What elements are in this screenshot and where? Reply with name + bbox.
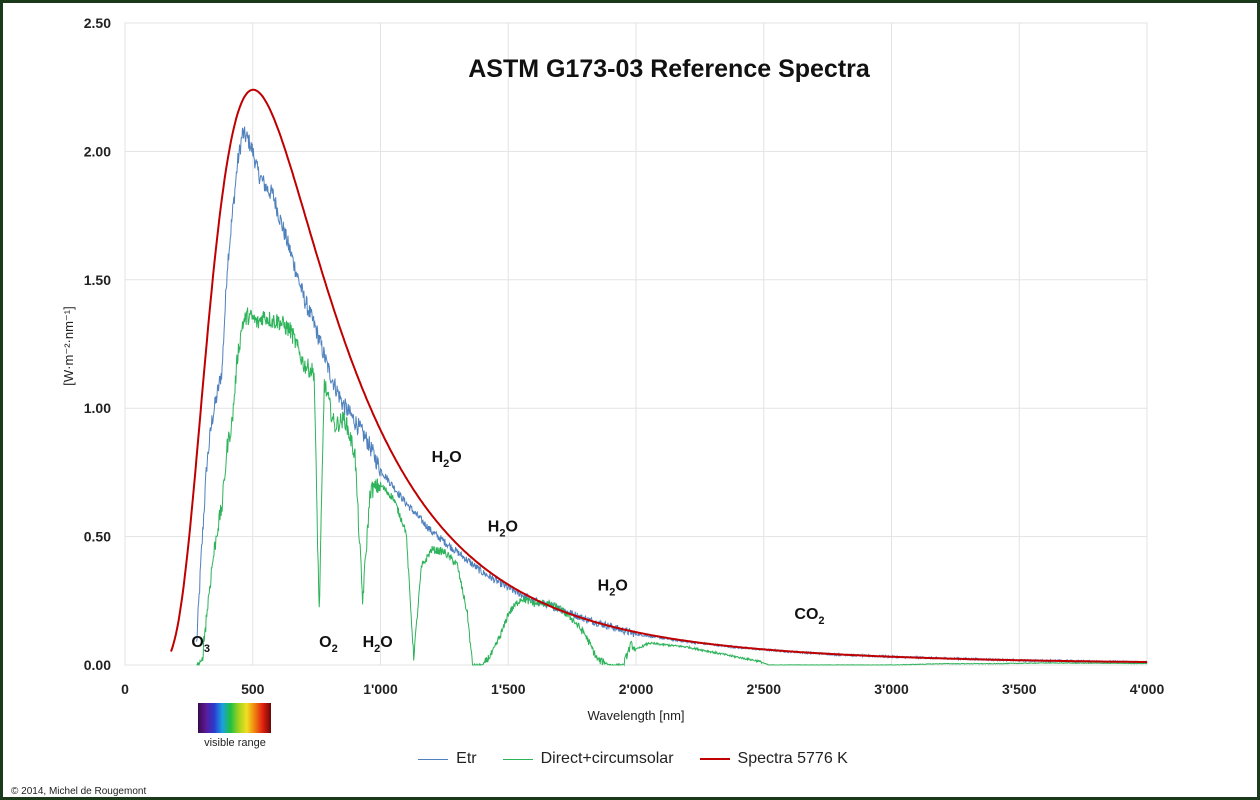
legend-label: Spectra 5776 K bbox=[737, 750, 848, 767]
y-tick-label: 2.50 bbox=[84, 15, 111, 31]
absorption-label: CO2 bbox=[794, 606, 824, 627]
y-tick-label: 0.50 bbox=[84, 529, 111, 545]
legend-label: Direct+circumsolar bbox=[540, 750, 674, 767]
legend-item: Direct+circumsolar bbox=[502, 750, 674, 768]
y-tick-label: 1.50 bbox=[84, 272, 111, 288]
chart-svg: 0 500 1'000 1'500 2'000 2'500 3'000 3'500 4'000 0… bbox=[61, 15, 1165, 723]
x-tick-label: 500 bbox=[241, 681, 265, 697]
legend: Etr Direct+circumsolar Spectra 5776 K bbox=[3, 750, 1260, 768]
y-tick-label: 2.00 bbox=[84, 143, 111, 159]
absorption-label: O3 bbox=[191, 634, 210, 655]
x-tick-label: 1'000 bbox=[363, 681, 398, 697]
y-axis-title: [W·m⁻²·nm⁻¹] bbox=[61, 306, 76, 385]
x-tick-label: 2'000 bbox=[619, 681, 654, 697]
legend-item: Etr bbox=[418, 750, 477, 768]
x-tick-label: 3'500 bbox=[1002, 681, 1037, 697]
absorption-label: H2O bbox=[598, 578, 628, 599]
absorption-label: H2O bbox=[488, 518, 518, 539]
y-tick-label: 1.00 bbox=[84, 400, 111, 416]
series-line-direct-circumsolar bbox=[196, 307, 1148, 667]
x-tick-label: 0 bbox=[121, 681, 129, 697]
legend-swatch bbox=[502, 758, 533, 760]
x-tick-label: 1'500 bbox=[491, 681, 526, 697]
series-line-spectra-5776k bbox=[170, 88, 1148, 664]
legend-swatch bbox=[699, 758, 730, 760]
series-line-etr bbox=[196, 126, 1148, 665]
x-tick-label: 2'500 bbox=[747, 681, 782, 697]
visible-spectrum-bar bbox=[198, 703, 271, 733]
y-tick-label: 0.00 bbox=[84, 657, 111, 673]
copyright-text: © 2014, Michel de Rougemont bbox=[11, 786, 147, 797]
visible-range-label: visible range bbox=[204, 737, 266, 749]
x-axis-title: Wavelength [nm] bbox=[587, 708, 684, 723]
absorption-label: H2O bbox=[363, 634, 393, 655]
legend-item: Spectra 5776 K bbox=[699, 750, 848, 768]
absorption-label: O2 bbox=[319, 634, 338, 655]
legend-label: Etr bbox=[456, 750, 477, 767]
absorption-label: H2O bbox=[432, 449, 462, 470]
x-tick-label: 4'000 bbox=[1130, 681, 1165, 697]
legend-swatch bbox=[418, 758, 449, 760]
x-tick-label: 3'000 bbox=[874, 681, 909, 697]
chart-title: ASTM G173-03 Reference Spectra bbox=[468, 55, 871, 83]
